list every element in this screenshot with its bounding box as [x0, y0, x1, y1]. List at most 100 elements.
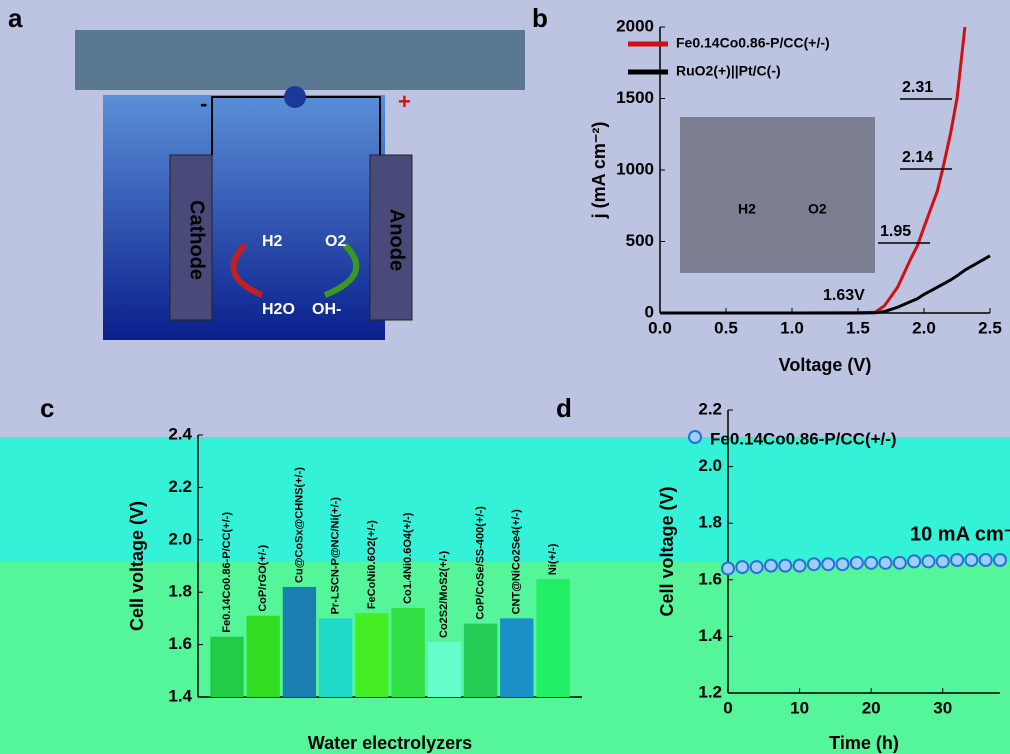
- x-tick-label: 2.5: [978, 318, 1002, 337]
- y-tick-label: 1.8: [698, 513, 722, 532]
- x-axis-label: Voltage (V): [779, 355, 872, 375]
- panel-label: d: [556, 393, 572, 423]
- legend-marker: [689, 431, 701, 443]
- bar: [319, 618, 352, 697]
- species: O2: [325, 233, 346, 250]
- point: [837, 558, 849, 570]
- point: [865, 557, 877, 569]
- point: [994, 554, 1006, 566]
- annotation: 2.14: [902, 149, 933, 166]
- electrode-label: Anode: [386, 209, 408, 271]
- annotation: 2.31: [902, 79, 933, 96]
- bar: [283, 587, 316, 697]
- legend-label: Fe0.14Co0.86-P/CC(+/-): [676, 35, 830, 51]
- y-tick-label: 1.4: [168, 686, 192, 705]
- x-tick-label: 1.5: [846, 318, 870, 337]
- category-label: Fe0.14Co0.86-P/CC(+/-): [221, 512, 233, 633]
- polarity: +: [398, 89, 411, 114]
- y-tick-label: 1000: [616, 159, 654, 178]
- point: [765, 560, 777, 572]
- y-tick-label: 2.2: [168, 477, 192, 496]
- panel-label: a: [8, 3, 23, 33]
- point: [951, 554, 963, 566]
- point: [879, 557, 891, 569]
- bar: [210, 637, 243, 697]
- annotation: 1.95: [880, 223, 911, 240]
- figure: a - + Cathode Anode H2 O2 H2O OH- b 0 500 1…: [0, 0, 1010, 754]
- page: a - + Cathode Anode H2 O2 H2O OH- b 0 500 1…: [0, 0, 1010, 754]
- polarity: -: [200, 91, 207, 116]
- point: [908, 555, 920, 567]
- y-tick-label: 2.0: [698, 456, 722, 475]
- point: [722, 562, 734, 574]
- y-tick-label: 2.0: [168, 529, 192, 548]
- panel-label: c: [40, 393, 54, 423]
- y-tick-label: 2.2: [698, 399, 722, 418]
- y-tick-label: 500: [626, 231, 654, 250]
- category-label: Co1.4Ni0.6O4(+/-): [402, 512, 414, 604]
- x-tick-label: 1.0: [780, 318, 804, 337]
- species: H2: [262, 233, 283, 250]
- annotation: 1.63V: [823, 287, 865, 304]
- y-tick-label: 2000: [616, 16, 654, 35]
- power-source: [284, 86, 306, 108]
- species: H2O: [262, 301, 295, 318]
- bar: [500, 618, 533, 697]
- category-label: Pr-LSCN-P@NC/Ni(+/-): [330, 497, 342, 615]
- bar: [391, 608, 424, 697]
- y-tick-label: 1500: [616, 88, 654, 107]
- legend-label: RuO2(+)||Pt/C(-): [676, 63, 781, 79]
- point: [794, 560, 806, 572]
- panel-label: b: [532, 3, 548, 33]
- electrode-label: Cathode: [186, 200, 208, 280]
- bar: [428, 642, 461, 697]
- species: OH-: [312, 301, 341, 318]
- legend-label: Fe0.14Co0.86-P/CC(+/-): [710, 429, 897, 448]
- point: [822, 558, 834, 570]
- point: [779, 560, 791, 572]
- point: [922, 555, 934, 567]
- x-tick-label: 20: [862, 698, 881, 717]
- y-axis-label: j (mA cm⁻²): [589, 122, 609, 220]
- y-tick-label: 2.4: [168, 424, 192, 443]
- y-tick-label: 1.6: [168, 634, 192, 653]
- category-label: CNT@NiCo2Se4(+/-): [511, 509, 523, 614]
- y-tick-label: 1.8: [168, 582, 192, 601]
- x-tick-label: 0.5: [714, 318, 738, 337]
- y-axis-label: Cell voltage (V): [127, 501, 147, 631]
- band: [0, 437, 1010, 562]
- x-axis-label: Time (h): [829, 733, 899, 753]
- inset-label: O2: [808, 201, 827, 217]
- y-axis-label: Cell voltage (V): [657, 486, 677, 616]
- point: [894, 557, 906, 569]
- bar: [247, 616, 280, 697]
- annotation: 10 mA cm⁻²: [910, 523, 1010, 545]
- bar: [355, 613, 388, 697]
- category-label: CoP/rGO(+/-): [257, 545, 269, 612]
- x-tick-label: 0: [723, 698, 732, 717]
- x-tick-label: 0.0: [648, 318, 672, 337]
- category-label: FeCoNi0.6O2(+/-): [366, 520, 378, 609]
- photo-inset: [680, 117, 875, 273]
- electrolyte: [103, 95, 385, 340]
- category-label: CoP/CoSe/SS-400(+/-): [474, 506, 486, 620]
- x-tick-label: 2.0: [912, 318, 936, 337]
- x-tick-label: 30: [933, 698, 952, 717]
- y-tick-label: 1.2: [698, 682, 722, 701]
- x-axis-label: Water electrolyzers: [308, 733, 472, 753]
- point: [808, 558, 820, 570]
- category-label: Cu@CoSx@CHNS(+/-): [293, 467, 305, 583]
- category-label: Co2S2/MoS2(+/-): [438, 551, 450, 638]
- point: [751, 561, 763, 573]
- y-tick-label: 1.4: [698, 626, 722, 645]
- point: [965, 554, 977, 566]
- point: [736, 561, 748, 573]
- bar: [536, 579, 569, 697]
- y-tick-label: 1.6: [698, 569, 722, 588]
- point: [851, 557, 863, 569]
- point: [980, 554, 992, 566]
- inset-label: H2: [738, 201, 756, 217]
- x-tick-label: 10: [790, 698, 809, 717]
- bar: [464, 624, 497, 697]
- category-label: Ni(+/-): [547, 543, 559, 575]
